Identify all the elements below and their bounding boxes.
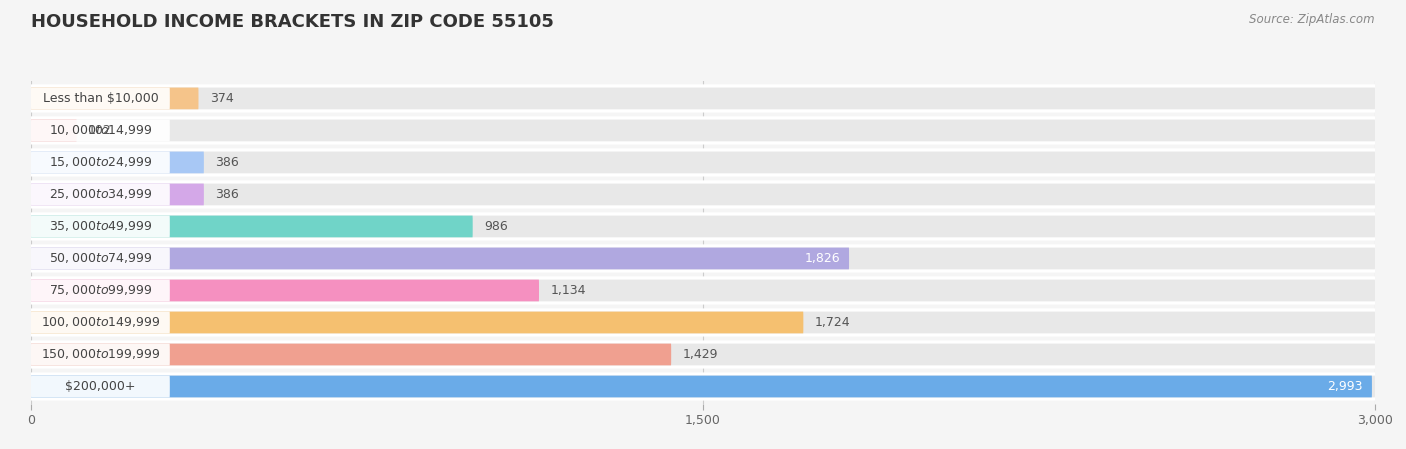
FancyBboxPatch shape: [31, 152, 204, 173]
Text: 2,993: 2,993: [1327, 380, 1362, 393]
FancyBboxPatch shape: [31, 119, 77, 141]
FancyBboxPatch shape: [31, 184, 1375, 205]
Text: 1,724: 1,724: [814, 316, 851, 329]
FancyBboxPatch shape: [31, 312, 803, 333]
Text: 386: 386: [215, 156, 239, 169]
Text: $200,000+: $200,000+: [65, 380, 135, 393]
Text: 374: 374: [209, 92, 233, 105]
FancyBboxPatch shape: [31, 119, 1375, 141]
FancyBboxPatch shape: [31, 88, 170, 109]
Text: $75,000 to $99,999: $75,000 to $99,999: [49, 283, 152, 298]
Text: Less than $10,000: Less than $10,000: [42, 92, 159, 105]
FancyBboxPatch shape: [31, 216, 1375, 238]
FancyBboxPatch shape: [31, 312, 1375, 333]
FancyBboxPatch shape: [31, 247, 1375, 269]
FancyBboxPatch shape: [31, 277, 1375, 304]
FancyBboxPatch shape: [31, 216, 472, 238]
Text: 1,134: 1,134: [550, 284, 586, 297]
FancyBboxPatch shape: [31, 343, 671, 365]
Text: Source: ZipAtlas.com: Source: ZipAtlas.com: [1250, 13, 1375, 26]
FancyBboxPatch shape: [31, 152, 1375, 173]
FancyBboxPatch shape: [31, 184, 204, 205]
FancyBboxPatch shape: [31, 244, 1375, 273]
FancyBboxPatch shape: [31, 212, 1375, 241]
FancyBboxPatch shape: [31, 216, 170, 238]
Text: 386: 386: [215, 188, 239, 201]
FancyBboxPatch shape: [31, 340, 1375, 369]
FancyBboxPatch shape: [31, 343, 170, 365]
Text: HOUSEHOLD INCOME BRACKETS IN ZIP CODE 55105: HOUSEHOLD INCOME BRACKETS IN ZIP CODE 55…: [31, 13, 554, 31]
FancyBboxPatch shape: [31, 152, 170, 173]
Text: $35,000 to $49,999: $35,000 to $49,999: [49, 220, 152, 233]
Text: $25,000 to $34,999: $25,000 to $34,999: [49, 187, 152, 202]
FancyBboxPatch shape: [31, 247, 170, 269]
FancyBboxPatch shape: [31, 280, 538, 301]
FancyBboxPatch shape: [31, 280, 170, 301]
FancyBboxPatch shape: [31, 119, 170, 141]
Text: $10,000 to $14,999: $10,000 to $14,999: [49, 123, 152, 137]
Text: $150,000 to $199,999: $150,000 to $199,999: [41, 348, 160, 361]
FancyBboxPatch shape: [31, 376, 1372, 397]
Text: 986: 986: [484, 220, 508, 233]
FancyBboxPatch shape: [31, 308, 1375, 337]
FancyBboxPatch shape: [31, 280, 1375, 301]
FancyBboxPatch shape: [31, 148, 1375, 176]
FancyBboxPatch shape: [31, 180, 1375, 208]
Text: $15,000 to $24,999: $15,000 to $24,999: [49, 155, 152, 169]
FancyBboxPatch shape: [31, 376, 1375, 397]
FancyBboxPatch shape: [31, 343, 1375, 365]
FancyBboxPatch shape: [31, 312, 170, 333]
FancyBboxPatch shape: [31, 184, 170, 205]
Text: 1,826: 1,826: [804, 252, 841, 265]
FancyBboxPatch shape: [31, 247, 849, 269]
FancyBboxPatch shape: [31, 88, 198, 109]
FancyBboxPatch shape: [31, 116, 1375, 145]
Text: $100,000 to $149,999: $100,000 to $149,999: [41, 316, 160, 330]
FancyBboxPatch shape: [31, 84, 1375, 113]
FancyBboxPatch shape: [31, 376, 170, 397]
Text: 1,429: 1,429: [682, 348, 718, 361]
FancyBboxPatch shape: [31, 88, 1375, 109]
Text: $50,000 to $74,999: $50,000 to $74,999: [49, 251, 152, 265]
Text: 102: 102: [87, 124, 111, 137]
FancyBboxPatch shape: [31, 372, 1375, 401]
